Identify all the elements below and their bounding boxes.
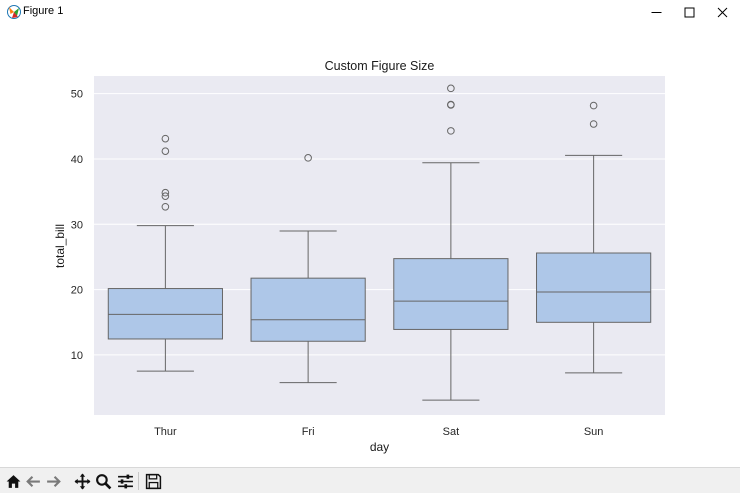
minimize-icon	[651, 11, 662, 13]
outlier-point	[161, 147, 170, 155]
y-tick-label: 40	[71, 154, 83, 166]
y-tick-label: 50	[71, 89, 83, 101]
outlier-point	[304, 154, 312, 162]
tick-labels: 10 20 30 40 50 Thur Fri Sat Sun	[71, 89, 604, 438]
back-button[interactable]	[23, 471, 43, 491]
boxes	[107, 84, 652, 401]
outlier-point	[161, 202, 170, 211]
toolbar-separator	[138, 472, 139, 490]
x-axis-label: day	[370, 440, 389, 454]
outlier-point	[447, 127, 455, 135]
zoom-magnifier-icon	[95, 473, 111, 489]
maximize-icon	[684, 7, 695, 17]
x-tick-label: Sun	[584, 426, 604, 438]
plot-area-background	[94, 76, 665, 415]
forward-arrow-icon	[46, 475, 61, 487]
outlier-point	[161, 188, 170, 197]
zoom-button[interactable]	[93, 471, 113, 491]
window-titlebar: Figure 1	[0, 0, 740, 24]
outlier-point	[161, 192, 170, 200]
box-group-fri	[250, 154, 366, 384]
back-arrow-icon	[25, 475, 40, 487]
outlier-point	[161, 134, 170, 143]
x-tick-label: Fri	[302, 426, 315, 438]
configure-subplots-icon	[117, 474, 133, 488]
close-icon	[717, 7, 728, 17]
chart-title: Custom Figure Size	[325, 59, 435, 73]
y-tick-label: 30	[71, 219, 83, 231]
home-icon	[6, 474, 20, 488]
box-plot-chart: 10 20 30 40 50 Thur Fri Sat Sun Custom Figure Si…	[53, 59, 665, 454]
configure-subplots-button[interactable]	[115, 471, 135, 491]
y-tick-label: 10	[71, 350, 83, 362]
close-button[interactable]	[706, 0, 739, 24]
iqr-box	[250, 277, 366, 342]
outlier-point	[589, 101, 598, 110]
minimize-button[interactable]	[640, 0, 673, 24]
iqr-box	[536, 252, 652, 323]
save-button[interactable]	[143, 471, 163, 491]
pan-button[interactable]	[72, 471, 92, 491]
save-disk-icon	[145, 473, 161, 489]
figure-canvas[interactable]: 10 20 30 40 50 Thur Fri Sat Sun Custom Figure Si…	[0, 24, 740, 467]
outlier-point	[447, 84, 455, 93]
pan-move-icon	[74, 473, 90, 489]
navigation-toolbar	[0, 467, 740, 493]
matplotlib-figure-icon	[6, 4, 22, 20]
box-group-sun	[536, 101, 652, 374]
forward-button[interactable]	[43, 471, 63, 491]
iqr-box	[107, 288, 223, 340]
y-tick-label: 20	[71, 285, 83, 297]
window-title: Figure 1	[23, 5, 64, 17]
home-button[interactable]	[3, 471, 23, 491]
maximize-button[interactable]	[673, 0, 706, 24]
box-group-sat	[393, 84, 509, 401]
outlier-point	[447, 100, 455, 109]
outlier-point	[589, 120, 598, 128]
iqr-box	[393, 258, 509, 330]
x-tick-label: Thur	[154, 426, 177, 438]
y-axis-label: total_bill	[53, 224, 67, 268]
box-group-thur	[107, 134, 223, 372]
x-tick-label: Sat	[443, 426, 460, 438]
